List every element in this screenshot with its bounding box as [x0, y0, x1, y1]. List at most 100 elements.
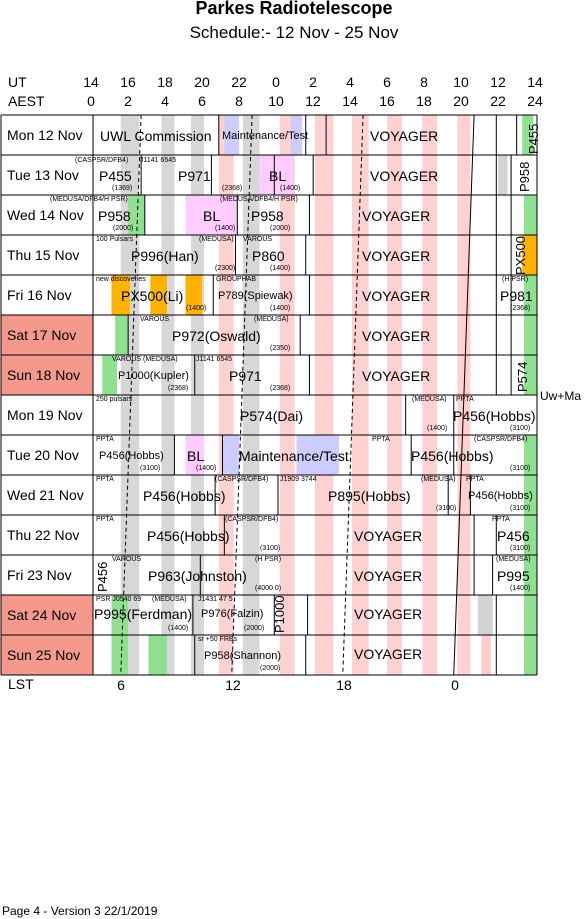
time-stripe: [191, 155, 204, 195]
time-stripe: [191, 475, 204, 515]
ut-tick-label: 20: [194, 74, 210, 90]
session-note: (2000): [270, 225, 291, 232]
time-stripe: [242, 315, 260, 355]
time-stripe: [422, 195, 438, 235]
session-block: [185, 275, 203, 315]
session-label: VOYAGER: [362, 368, 431, 384]
session-label: P958(Shannon): [204, 650, 282, 662]
session-note: (MEDUSA): [412, 396, 447, 403]
aest-tick-label: 2: [124, 93, 132, 109]
session-note: J1431 47 5: [198, 596, 233, 603]
session-note: (4000 0): [255, 585, 282, 592]
session-note: sr +50 FRBs: [198, 636, 238, 643]
time-stripe: [457, 595, 471, 635]
time-stripe: [242, 275, 260, 315]
session-label: Maintenance/Test: [239, 448, 349, 464]
time-stripe: [422, 515, 438, 555]
session-label: VOYAGER: [370, 128, 439, 144]
time-stripe: [387, 555, 402, 595]
session-note: PPTA: [372, 436, 390, 443]
day-label: Wed 14 Nov: [7, 207, 84, 223]
time-stripe: [161, 435, 175, 475]
time-stripe: [387, 475, 402, 515]
session-label: P455: [99, 168, 132, 184]
time-stripe: [387, 515, 402, 555]
time-stripe: [457, 555, 471, 595]
time-stripe: [457, 355, 471, 395]
day-label: Mon 12 Nov: [7, 127, 83, 143]
time-stripe: [387, 235, 402, 275]
time-stripe: [218, 235, 234, 275]
session-note: (2000): [113, 225, 134, 232]
time-stripe: [352, 155, 369, 195]
time-stripe: [457, 635, 471, 675]
time-stripe: [279, 355, 295, 395]
time-stripe: [279, 395, 295, 435]
session-note: (3100): [140, 465, 161, 472]
session-label: P981: [500, 288, 533, 304]
session-block: [524, 595, 537, 635]
session-block: [115, 315, 129, 355]
time-stripe: [422, 395, 438, 435]
time-stripe: [191, 315, 204, 355]
session-note: (2368): [222, 185, 243, 192]
session-note: (MEDUSA): [152, 596, 187, 603]
session-label: P958: [251, 208, 284, 224]
time-stripe: [387, 355, 402, 395]
time-stripe: [422, 435, 438, 475]
aest-tick-label: 8: [235, 93, 243, 109]
session-block: [524, 435, 537, 475]
ut-tick-label: 14: [527, 74, 543, 90]
time-stripe: [352, 435, 369, 475]
session-block: [524, 195, 537, 235]
time-stripe: [352, 115, 369, 155]
session-block: [111, 635, 129, 675]
time-stripe: [315, 115, 334, 155]
session-note: J1909 3744: [280, 476, 317, 483]
time-stripe: [218, 315, 234, 355]
session-block: [524, 315, 537, 355]
session-label: P895(Hobbs): [328, 488, 411, 504]
session-label: P456(Hobbs): [143, 488, 226, 504]
session-block: [111, 595, 129, 635]
ut-tick-label: 8: [420, 74, 428, 90]
session-note: (1369): [112, 185, 133, 192]
lst-tick-label: 6: [117, 677, 125, 693]
time-stripe: [352, 355, 369, 395]
time-stripe: [242, 115, 260, 155]
session-note: PPTA: [96, 476, 114, 483]
time-stripe: [422, 635, 438, 675]
time-stripe: [422, 115, 438, 155]
session-label: P963(Johnston): [148, 568, 247, 584]
time-stripe: [422, 235, 438, 275]
session-note: 100 Pulsars: [96, 236, 133, 243]
session-block: [477, 595, 493, 635]
time-stripe: [279, 435, 295, 475]
aest-tick-label: 20: [453, 93, 469, 109]
time-stripe: [387, 595, 402, 635]
time-stripe: [279, 475, 295, 515]
ut-tick-label: 22: [231, 74, 247, 90]
ut-tick-label: 10: [453, 74, 469, 90]
time-stripe: [352, 595, 369, 635]
time-stripe: [387, 315, 402, 355]
time-stripe: [120, 435, 140, 475]
session-note: (3100): [510, 545, 531, 552]
time-stripe: [352, 235, 369, 275]
lst-line: [120, 114, 142, 676]
aest-tick-label: 10: [268, 93, 284, 109]
time-stripe: [161, 595, 175, 635]
session-note: PPTA: [96, 436, 114, 443]
time-stripe: [191, 115, 204, 155]
time-stripe: [279, 195, 295, 235]
session-label: P574: [515, 361, 530, 392]
time-stripe: [218, 275, 234, 315]
page-title: Parkes Radiotelescope: [195, 0, 393, 18]
time-stripe: [315, 475, 334, 515]
session-label: P958: [98, 208, 131, 224]
session-block: [524, 515, 537, 555]
time-stripe: [315, 515, 334, 555]
session-note: (1400): [280, 185, 301, 192]
aest-tick-label: 12: [305, 93, 321, 109]
